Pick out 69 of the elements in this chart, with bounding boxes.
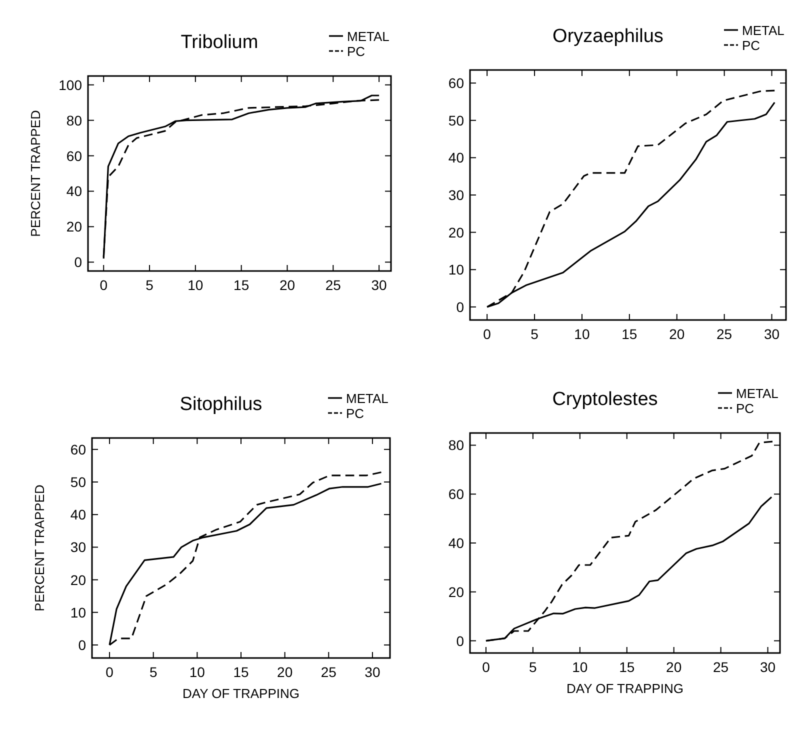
y-tick-label: 60 <box>70 441 86 458</box>
y-tick-label: 20 <box>448 584 464 600</box>
y-tick-label: 60 <box>448 75 464 92</box>
chart-title: Cryptolestes <box>552 389 658 410</box>
legend-label: PC <box>347 44 366 59</box>
chart-title: Sitophilus <box>180 394 262 415</box>
y-tick-label: 40 <box>70 506 86 523</box>
legend-label: PC <box>346 406 364 421</box>
x-tick-label: 0 <box>106 664 114 680</box>
x-tick-label: 20 <box>666 659 682 675</box>
y-tick-label: 30 <box>448 187 464 203</box>
x-tick-label: 15 <box>619 659 635 675</box>
y-tick-label: 20 <box>66 218 82 235</box>
y-axis-title: PERCENT TRAPPED <box>32 484 47 612</box>
y-tick-label: 30 <box>70 539 86 556</box>
y-tick-label: 100 <box>58 76 82 93</box>
y-tick-label: 0 <box>74 254 82 270</box>
legend-label: PC <box>742 38 760 53</box>
x-tick-label: 25 <box>325 277 342 293</box>
x-tick-label: 30 <box>371 277 388 293</box>
legend-label: PC <box>736 401 754 416</box>
y-tick-label: 80 <box>448 437 464 454</box>
x-tick-label: 25 <box>713 659 729 675</box>
y-tick-label: 20 <box>70 572 86 588</box>
x-tick-label: 15 <box>234 277 250 293</box>
legend-label: METAL <box>736 386 778 401</box>
x-tick-label: 20 <box>279 277 296 293</box>
x-axis-title: DAY OF TRAPPING <box>182 686 300 701</box>
x-tick-label: 0 <box>482 659 490 675</box>
x-tick-label: 5 <box>529 659 538 675</box>
legend-label: METAL <box>346 391 388 406</box>
legend-label: METAL <box>347 29 390 44</box>
x-tick-label: 0 <box>483 326 492 342</box>
y-axis-title: PERCENT TRAPPED <box>28 110 43 237</box>
x-tick-label: 10 <box>189 664 206 680</box>
x-tick-label: 5 <box>530 326 539 342</box>
y-tick-label: 40 <box>66 183 82 200</box>
x-tick-label: 15 <box>622 326 638 342</box>
legend-label: METAL <box>742 23 784 38</box>
y-tick-label: 10 <box>448 262 464 278</box>
y-tick-label: 80 <box>66 112 82 128</box>
y-tick-label: 40 <box>448 535 464 551</box>
y-tick-label: 10 <box>70 604 86 620</box>
y-tick-label: 60 <box>66 148 82 164</box>
x-tick-label: 30 <box>764 326 780 342</box>
x-tick-label: 10 <box>572 659 588 675</box>
x-tick-label: 15 <box>233 664 249 680</box>
x-tick-label: 30 <box>364 664 380 680</box>
x-tick-label: 10 <box>574 326 590 342</box>
chart-title: Tribolium <box>180 32 258 53</box>
x-tick-label: 25 <box>320 664 337 680</box>
y-tick-label: 40 <box>448 150 464 166</box>
x-tick-label: 5 <box>149 664 158 680</box>
x-tick-label: 5 <box>146 277 154 293</box>
x-tick-label: 0 <box>100 277 108 293</box>
x-axis-title: DAY OF TRAPPING <box>566 681 684 696</box>
y-tick-label: 50 <box>70 474 86 490</box>
y-tick-label: 0 <box>456 298 464 315</box>
chart-title: Oryzaephilus <box>552 26 664 47</box>
y-tick-label: 0 <box>78 636 86 653</box>
y-tick-label: 20 <box>448 224 464 240</box>
x-tick-label: 25 <box>716 326 732 342</box>
x-tick-label: 10 <box>188 277 204 293</box>
x-tick-label: 30 <box>760 659 776 675</box>
y-tick-label: 50 <box>448 112 464 128</box>
x-tick-label: 20 <box>277 664 293 680</box>
y-tick-label: 0 <box>456 632 464 649</box>
y-tick-label: 60 <box>448 486 464 502</box>
x-tick-label: 20 <box>669 326 685 342</box>
